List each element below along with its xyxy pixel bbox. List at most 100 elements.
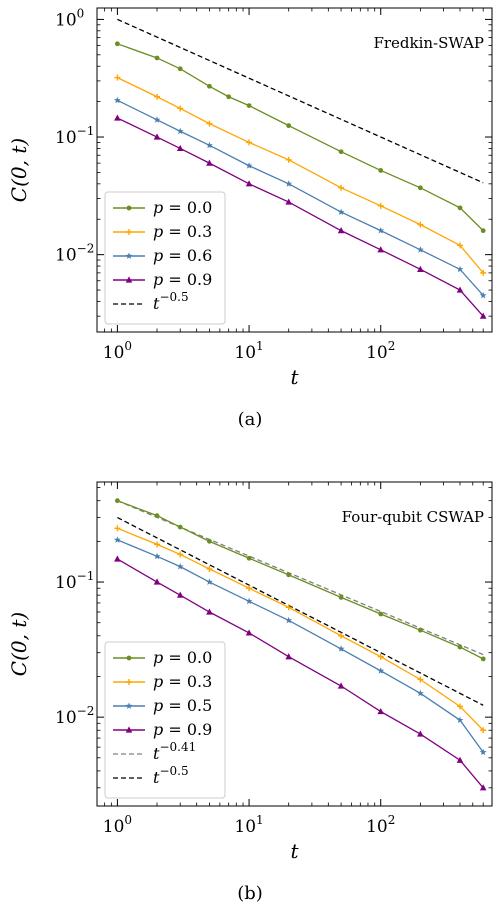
- x-tick-label: 101: [234, 339, 263, 363]
- data-point: [479, 312, 487, 319]
- legend-marker: [125, 276, 133, 283]
- data-point: [245, 597, 253, 605]
- data-point: [114, 114, 121, 121]
- data-point: [456, 265, 464, 273]
- data-point: [245, 180, 253, 187]
- data-point: [176, 563, 184, 570]
- data-point: [416, 246, 424, 253]
- panel-a: 100 101 102 10−2 10−1 100 Fredkin-SWAP t C(0, t)…: [7, 6, 493, 430]
- y-axis-label: C(0, t): [7, 612, 31, 676]
- data-point: [154, 55, 160, 61]
- x-axis-label: t: [290, 839, 299, 863]
- plot-frame: [96, 481, 493, 807]
- data-point: [177, 551, 184, 558]
- plot-frame: [96, 7, 493, 333]
- data-point: [206, 120, 213, 127]
- data-point: [207, 83, 212, 89]
- data-point: [226, 94, 232, 100]
- data-point: [153, 116, 161, 123]
- data-point: [480, 727, 487, 734]
- data-point: [417, 730, 424, 737]
- data-point: [377, 246, 385, 253]
- data-point: [286, 572, 292, 578]
- reference-line: [117, 18, 484, 184]
- data-point: [338, 594, 344, 600]
- y-tick-label: 10−1: [55, 569, 94, 593]
- x-tick-label: 101: [234, 813, 263, 837]
- legend-marker: [126, 205, 132, 211]
- data-point: [113, 536, 121, 543]
- legend-marker: [126, 229, 132, 235]
- data-point: [417, 627, 423, 633]
- panel-b: 100 101 102 10−2 10−1 Four-qubit CSWAP t C(0, t…: [7, 481, 493, 904]
- data-point: [480, 656, 486, 662]
- legend-label: p = 0.9: [153, 720, 212, 739]
- legend-label: p = 0.5: [153, 696, 212, 715]
- data-point: [153, 133, 161, 140]
- data-point: [154, 541, 161, 548]
- data-point: [337, 645, 345, 652]
- data-point: [338, 184, 345, 191]
- data-point: [417, 265, 424, 272]
- data-point: [479, 748, 487, 756]
- data-point: [480, 269, 487, 276]
- legend-marker: [125, 252, 133, 259]
- y-tick-label: 100: [55, 6, 84, 30]
- panel-title: Fredkin-SWAP: [373, 34, 484, 52]
- data-point: [479, 784, 487, 791]
- y-tick-label: 10−2: [55, 242, 94, 266]
- data-point: [246, 555, 252, 561]
- y-axis-label: C(0, t): [7, 138, 31, 202]
- data-point: [377, 667, 385, 674]
- data-point: [177, 524, 183, 530]
- data-point: [245, 629, 253, 636]
- data-point: [176, 591, 184, 598]
- x-tick-label: 102: [366, 339, 395, 363]
- data-point: [480, 228, 486, 234]
- data-point: [246, 139, 253, 146]
- x-axis-label: t: [290, 365, 299, 389]
- data-point: [246, 585, 253, 592]
- legend-label: p = 0.9: [153, 270, 212, 289]
- x-tick-label: 102: [366, 813, 395, 837]
- series-markers: [114, 114, 487, 319]
- legend-box: [104, 641, 226, 799]
- data-point: [207, 538, 212, 544]
- data-point: [286, 123, 292, 129]
- data-point: [114, 41, 120, 47]
- legend-box: [104, 191, 226, 325]
- data-point: [113, 96, 121, 104]
- data-point: [206, 565, 213, 572]
- data-point: [457, 644, 463, 650]
- series-markers: [114, 498, 486, 662]
- legend-marker: [126, 655, 132, 661]
- data-point: [377, 227, 385, 234]
- data-point: [456, 286, 464, 293]
- data-point: [338, 632, 345, 639]
- data-point: [417, 185, 423, 191]
- data-point: [377, 707, 385, 715]
- data-point: [337, 208, 345, 216]
- data-point: [206, 141, 213, 149]
- data-point: [177, 66, 183, 72]
- data-point: [456, 716, 464, 724]
- x-tick-label: 100: [103, 813, 132, 837]
- data-point: [377, 202, 384, 209]
- reference-line: [117, 516, 484, 706]
- data-point: [479, 291, 487, 299]
- data-point: [416, 689, 424, 697]
- data-point: [285, 198, 292, 205]
- minor-ticks: [96, 482, 492, 806]
- data-point: [206, 159, 213, 166]
- minor-ticks: [96, 8, 492, 332]
- series-markers: [113, 536, 487, 756]
- data-point: [285, 156, 292, 163]
- x-tick-label: 100: [103, 339, 132, 363]
- data-point: [417, 676, 424, 683]
- series-line: [117, 43, 484, 232]
- series-markers: [113, 96, 487, 299]
- data-point: [285, 180, 293, 187]
- panel-title: Four-qubit CSWAP: [342, 508, 484, 526]
- legend-marker: [126, 679, 132, 685]
